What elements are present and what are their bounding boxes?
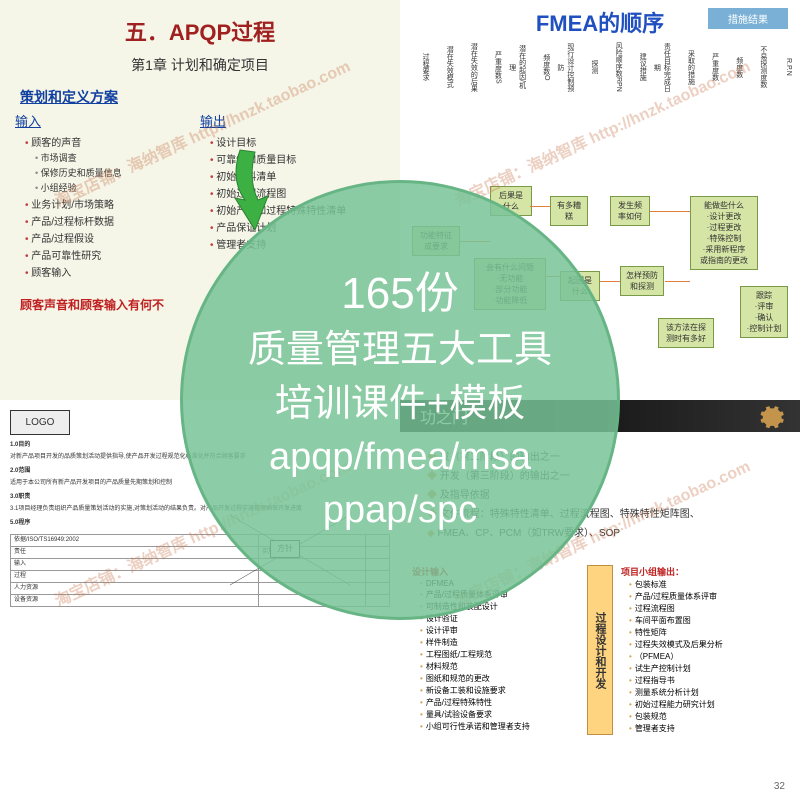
fmea-header: 采取的措施 bbox=[673, 42, 695, 92]
list-item: 管理者支持 bbox=[621, 723, 788, 734]
list-item: 产品/过程质量体系评审 bbox=[621, 591, 788, 602]
list-item: （PFMEA） bbox=[621, 651, 788, 662]
flow-node: 有多糟糕 bbox=[550, 196, 588, 226]
gear-icon bbox=[757, 402, 785, 430]
q4-mid-box: 过程设计和开发 bbox=[587, 565, 613, 735]
fmea-header: 过程要求 bbox=[408, 42, 430, 92]
input-subitem: 小组经验 bbox=[15, 181, 200, 194]
overlay-l1: 165份 bbox=[341, 263, 458, 325]
input-item: 产品可靠性研究 bbox=[15, 247, 200, 262]
flow-node: 跟踪·评审·确认·控制计划 bbox=[740, 286, 788, 338]
list-item: 包装标准 bbox=[621, 579, 788, 590]
overlay-l3: 培训课件+模板 bbox=[275, 378, 525, 431]
list-item: 量具/试验设备要求 bbox=[412, 709, 579, 720]
q4-right-list: 项目小组输出： 包装标准产品/过程质量体系评审过程流程图车间平面布置图特性矩阵过… bbox=[621, 565, 788, 735]
logo-placeholder: LOGO bbox=[10, 410, 70, 435]
list-item: 特性矩阵 bbox=[621, 627, 788, 638]
fmea-header: 潜在的起因/机理 bbox=[505, 42, 527, 92]
q1-section: 策划和定义方案 bbox=[20, 87, 400, 107]
fmea-header: 潜在失效模式 bbox=[432, 42, 454, 92]
fmea-header: 严重度数 bbox=[698, 42, 720, 92]
list-item: 测量系统分析计划 bbox=[621, 687, 788, 698]
fmea-header: 探测 bbox=[577, 42, 599, 92]
fmea-header: 频度数 bbox=[722, 42, 744, 92]
q2-header-box: 措施结果 bbox=[708, 8, 788, 29]
outputs-header: 输出 bbox=[200, 111, 385, 130]
flow-node: 该方法在探测时有多好 bbox=[658, 318, 714, 348]
flow-node: 怎样预防和探测 bbox=[620, 266, 664, 296]
list-item: 样件制造 bbox=[412, 637, 579, 648]
q1-title: 五．APQP过程 bbox=[0, 15, 400, 47]
input-item: 顾客的声音 bbox=[15, 134, 200, 149]
input-item: 产品/过程假设 bbox=[15, 230, 200, 245]
input-item: 顾客输入 bbox=[15, 264, 200, 279]
input-subitem: 市场调查 bbox=[15, 151, 200, 164]
overlay-l5: ppap/spc bbox=[323, 484, 477, 537]
list-item: 试生产控制计划 bbox=[621, 663, 788, 674]
list-item: 过程流程图 bbox=[621, 603, 788, 614]
list-item: 过程失效模式及后果分析 bbox=[621, 639, 788, 650]
fmea-header: 严重度数S bbox=[480, 42, 502, 92]
fmea-header: 不易探测度数 bbox=[746, 42, 768, 92]
input-item: 业务计划/市场策略 bbox=[15, 196, 200, 211]
fmea-header: 潜在失效的后果 bbox=[456, 42, 478, 92]
fmea-header: 建议措施 bbox=[625, 42, 647, 92]
overlay-circle: 165份 质量管理五大工具 培训课件+模板 apqp/fmea/msa ppap… bbox=[180, 180, 620, 620]
input-item: 产品/过程标杆数据 bbox=[15, 213, 200, 228]
fmea-header: R.P.N bbox=[770, 42, 792, 92]
flow-node: 能做些什么·设计更改·过程更改·特殊控制·采用新程序或指南的更改 bbox=[690, 196, 758, 270]
q1-inputs-col: 输入 顾客的声音市场调查保修历史和质量信息小组经验业务计划/市场策略产品/过程标… bbox=[15, 111, 200, 281]
q1-subtitle: 第1章 计划和确定项目 bbox=[0, 55, 400, 75]
list-item: 工程图纸/工程规范 bbox=[412, 649, 579, 660]
list-item: 小组可行性承诺和管理者支持 bbox=[412, 721, 579, 732]
list-item: 初始过程能力研究计划 bbox=[621, 699, 788, 710]
inputs-header: 输入 bbox=[15, 111, 200, 130]
fmea-header: 频度数O bbox=[529, 42, 551, 92]
page-number: 32 bbox=[774, 781, 785, 792]
right-header: 项目小组输出： bbox=[621, 565, 788, 578]
list-item: 图纸和规范的更改 bbox=[412, 673, 579, 684]
fmea-header: 责任目标完成日期 bbox=[649, 42, 671, 92]
list-item: 车间平面布置图 bbox=[621, 615, 788, 626]
list-item: 包装规范 bbox=[621, 711, 788, 722]
flow-node: 发生频率如何 bbox=[610, 196, 650, 226]
overlay-l2: 质量管理五大工具 bbox=[248, 324, 552, 377]
list-item: 新设备工装和设施要求 bbox=[412, 685, 579, 696]
list-item: 产品/过程特殊特性 bbox=[412, 697, 579, 708]
fmea-header: 风险顺序数RPN bbox=[601, 42, 623, 92]
overlay-l4: apqp/fmea/msa bbox=[269, 431, 531, 484]
list-item: 设计评审 bbox=[412, 625, 579, 636]
list-item: 过程指导书 bbox=[621, 675, 788, 686]
q2-column-headers: 过程要求潜在失效模式潜在失效的后果严重度数S潜在的起因/机理频度数O现行设计控制… bbox=[400, 38, 800, 96]
fmea-header: 现行设计控制预防 bbox=[553, 42, 575, 92]
input-subitem: 保修历史和质量信息 bbox=[15, 166, 200, 179]
list-item: 材料规范 bbox=[412, 661, 579, 672]
